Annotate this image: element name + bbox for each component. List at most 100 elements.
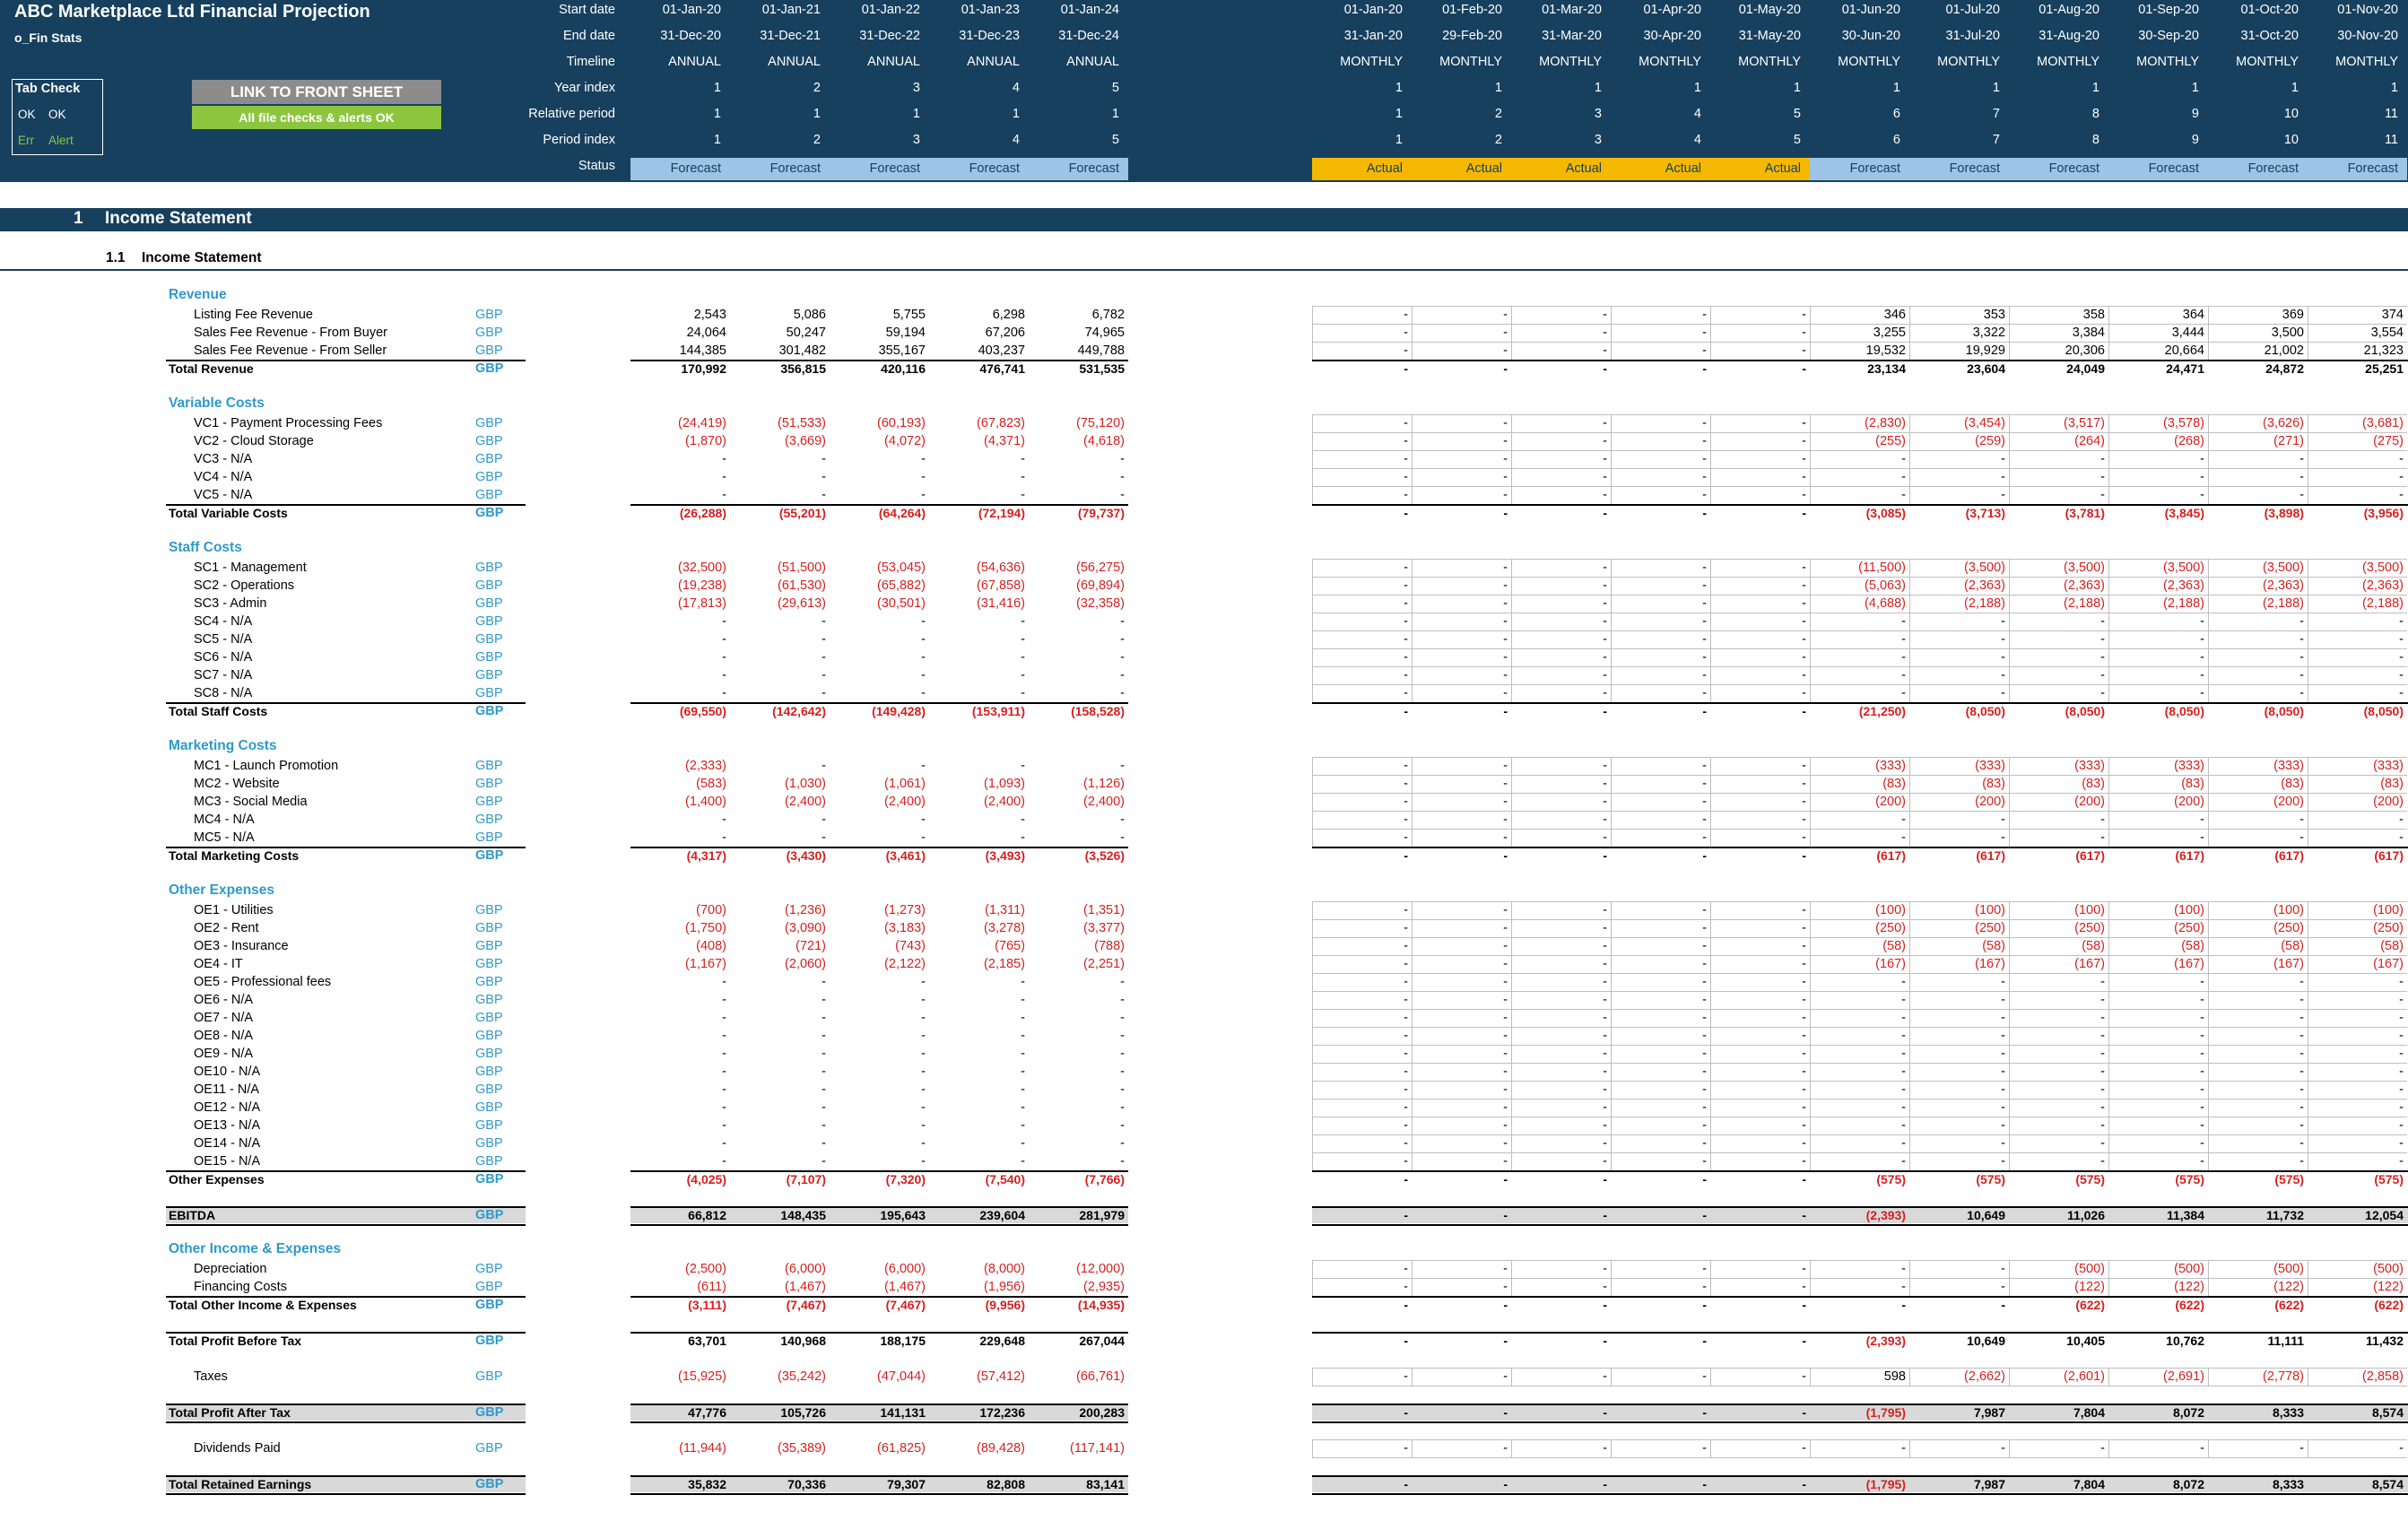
monthly-value-cell[interactable]: 8,333 <box>2272 1405 2304 1420</box>
monthly-value-cell[interactable]: - <box>1404 1100 1408 1115</box>
monthly-value-cell[interactable]: - <box>1901 993 1906 1007</box>
monthly-value-cell[interactable]: - <box>2001 470 2005 484</box>
monthly-value-cell[interactable]: - <box>1404 361 1408 376</box>
monthly-value-cell[interactable]: - <box>1802 434 1806 448</box>
annual-value-cell[interactable]: (1,870) <box>685 434 726 448</box>
annual-value-cell[interactable]: (30,501) <box>876 596 926 611</box>
annual-value-cell[interactable]: - <box>921 650 926 665</box>
monthly-value-cell[interactable]: - <box>1404 830 1408 845</box>
monthly-value-cell[interactable]: - <box>1404 1065 1408 1079</box>
monthly-value-cell[interactable]: (3,454) <box>1964 416 2005 430</box>
annual-value-cell[interactable]: (2,333) <box>685 759 726 773</box>
annual-value-cell[interactable]: (4,618) <box>1083 434 1125 448</box>
monthly-value-cell[interactable]: (2,393) <box>1865 1334 1906 1348</box>
monthly-value-cell[interactable]: (500) <box>2174 1262 2204 1276</box>
monthly-value-cell[interactable]: (100) <box>1875 903 1906 917</box>
annual-value-cell[interactable]: (2,060) <box>785 957 826 971</box>
annual-value-cell[interactable]: 66,812 <box>688 1208 726 1222</box>
monthly-value-cell[interactable]: - <box>2200 813 2204 827</box>
monthly-value-cell[interactable]: - <box>1503 650 1508 665</box>
monthly-value-cell[interactable]: 24,872 <box>2265 361 2304 376</box>
monthly-value-cell[interactable]: (3,500) <box>2064 561 2105 575</box>
annual-value-cell[interactable]: - <box>1120 668 1125 682</box>
annual-value-cell[interactable]: (1,467) <box>884 1280 926 1294</box>
annual-value-cell[interactable]: (29,613) <box>777 596 826 611</box>
annual-value-cell[interactable]: (32,500) <box>677 561 726 575</box>
annual-value-cell[interactable]: - <box>822 813 826 827</box>
monthly-value-cell[interactable]: - <box>2399 1136 2404 1151</box>
annual-value-cell[interactable]: (8,000) <box>984 1262 1025 1276</box>
monthly-value-cell[interactable]: - <box>2001 1136 2005 1151</box>
annual-value-cell[interactable]: (153,911) <box>971 704 1025 718</box>
annual-value-cell[interactable]: (67,858) <box>976 578 1025 593</box>
annual-value-cell[interactable]: - <box>722 668 726 682</box>
monthly-value-cell[interactable]: - <box>1702 1154 1707 1169</box>
monthly-value-cell[interactable]: (250) <box>2373 921 2404 935</box>
monthly-value-cell[interactable]: (200) <box>1875 795 1906 809</box>
monthly-value-cell[interactable]: (58) <box>2082 939 2105 953</box>
monthly-value-cell[interactable]: - <box>1603 1280 1607 1294</box>
monthly-value-cell[interactable]: (122) <box>2174 1280 2204 1294</box>
monthly-value-cell[interactable]: - <box>1702 1029 1707 1043</box>
annual-value-cell[interactable]: (3,669) <box>785 434 826 448</box>
annual-value-cell[interactable]: - <box>1120 759 1125 773</box>
monthly-value-cell[interactable]: - <box>1603 1369 1607 1384</box>
annual-value-cell[interactable]: (35,242) <box>777 1369 826 1384</box>
annual-value-cell[interactable]: - <box>722 975 726 989</box>
monthly-value-cell[interactable]: (333) <box>2273 759 2304 773</box>
monthly-value-cell[interactable]: - <box>1404 1047 1408 1061</box>
monthly-value-cell[interactable]: - <box>1802 795 1806 809</box>
annual-value-cell[interactable]: - <box>822 668 826 682</box>
monthly-value-cell[interactable]: - <box>2399 1154 2404 1169</box>
annual-value-cell[interactable]: 67,206 <box>985 326 1025 340</box>
monthly-value-cell[interactable]: - <box>2299 993 2304 1007</box>
monthly-value-cell[interactable]: - <box>2001 488 2005 502</box>
monthly-value-cell[interactable]: (122) <box>2074 1280 2105 1294</box>
monthly-value-cell[interactable]: - <box>1603 632 1607 647</box>
monthly-value-cell[interactable]: - <box>2200 1118 2204 1133</box>
monthly-value-cell[interactable]: (100) <box>2373 903 2404 917</box>
monthly-value-cell[interactable]: 19,532 <box>1865 343 1906 358</box>
annual-value-cell[interactable]: - <box>921 813 926 827</box>
monthly-value-cell[interactable]: - <box>1702 668 1707 682</box>
monthly-value-cell[interactable]: 8,333 <box>2272 1477 2304 1491</box>
monthly-value-cell[interactable]: - <box>1404 848 1408 863</box>
annual-value-cell[interactable]: - <box>822 759 826 773</box>
monthly-value-cell[interactable]: 23,604 <box>1967 361 2005 376</box>
monthly-value-cell[interactable]: (3,085) <box>1865 506 1906 520</box>
monthly-value-cell[interactable]: (575) <box>2075 1172 2105 1186</box>
monthly-value-cell[interactable]: - <box>1802 813 1806 827</box>
monthly-value-cell[interactable]: (333) <box>2373 759 2404 773</box>
monthly-value-cell[interactable]: - <box>1603 1154 1607 1169</box>
monthly-value-cell[interactable]: - <box>1603 1298 1607 1312</box>
monthly-value-cell[interactable]: - <box>2100 830 2105 845</box>
annual-value-cell[interactable]: 74,965 <box>1084 326 1125 340</box>
monthly-value-cell[interactable]: (2,691) <box>2163 1369 2204 1384</box>
annual-value-cell[interactable]: - <box>1120 813 1125 827</box>
monthly-value-cell[interactable]: - <box>1603 1262 1607 1276</box>
monthly-value-cell[interactable]: - <box>1503 308 1508 322</box>
monthly-value-cell[interactable]: - <box>1702 1011 1707 1025</box>
monthly-value-cell[interactable]: - <box>2100 1011 2105 1025</box>
annual-value-cell[interactable]: - <box>1120 830 1125 845</box>
monthly-value-cell[interactable]: (200) <box>2373 795 2404 809</box>
annual-value-cell[interactable]: - <box>822 686 826 700</box>
monthly-value-cell[interactable]: - <box>1702 795 1707 809</box>
annual-value-cell[interactable]: - <box>722 632 726 647</box>
monthly-value-cell[interactable]: - <box>1802 361 1806 376</box>
monthly-value-cell[interactable]: - <box>2100 614 2105 629</box>
monthly-value-cell[interactable]: - <box>1702 361 1707 376</box>
annual-value-cell[interactable]: - <box>1120 1082 1125 1097</box>
monthly-value-cell[interactable]: - <box>1901 813 1906 827</box>
monthly-value-cell[interactable]: - <box>2001 993 2005 1007</box>
monthly-value-cell[interactable]: (622) <box>2274 1298 2304 1312</box>
annual-value-cell[interactable]: - <box>1021 1136 1025 1151</box>
monthly-value-cell[interactable]: - <box>2100 1441 2105 1456</box>
monthly-value-cell[interactable]: - <box>1603 434 1607 448</box>
monthly-value-cell[interactable]: - <box>2399 975 2404 989</box>
annual-value-cell[interactable]: 420,116 <box>881 361 926 376</box>
monthly-value-cell[interactable]: - <box>2100 1136 2105 1151</box>
monthly-value-cell[interactable]: - <box>1503 452 1508 466</box>
annual-value-cell[interactable]: (117,141) <box>1070 1441 1125 1456</box>
annual-value-cell[interactable]: 5,086 <box>793 308 826 322</box>
